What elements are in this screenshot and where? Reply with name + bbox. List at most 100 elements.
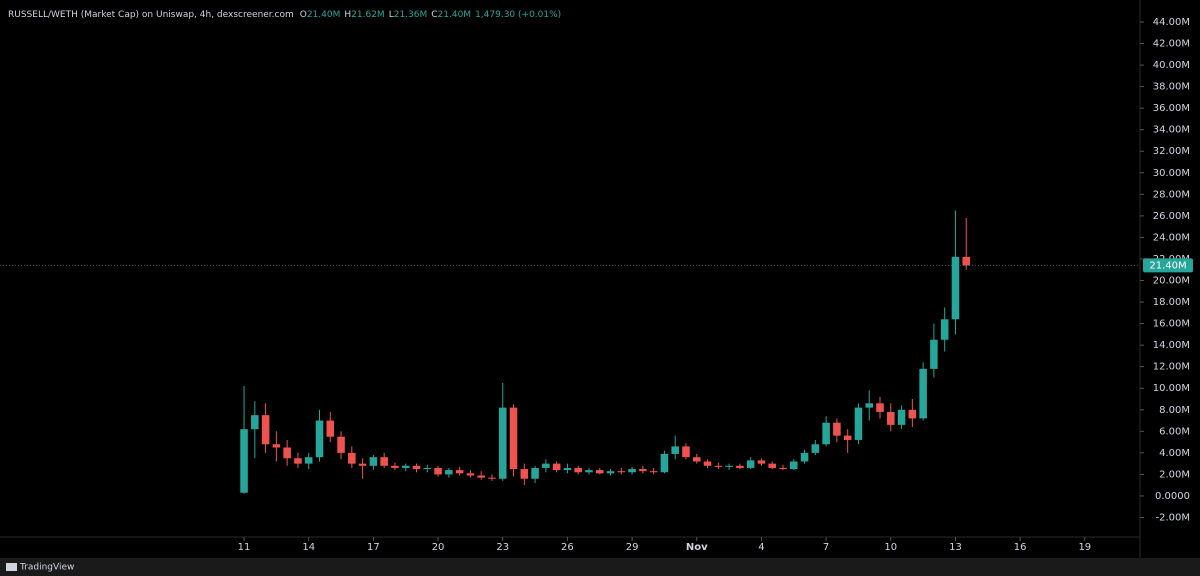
- candle-body: [639, 469, 647, 472]
- candle-body: [434, 467, 442, 475]
- chart-header: RUSSELL/WETH (Market Cap) on Uniswap, 4h…: [8, 10, 561, 20]
- candle-body: [692, 457, 701, 462]
- candle-body: [843, 435, 852, 440]
- ohlc-value: 21.40M: [438, 10, 472, 20]
- candle-body: [498, 407, 507, 479]
- candle-body: [833, 422, 841, 436]
- title: RUSSELL/WETH (Market Cap) on Uniswap, 4h…: [8, 10, 294, 20]
- candle-body: [595, 470, 604, 474]
- y-tick-label: 6.00M: [1159, 426, 1190, 437]
- candle-body: [423, 467, 432, 470]
- x-tick-label: 4: [758, 542, 764, 553]
- x-tick-label: 7: [823, 542, 829, 553]
- candle-body: [757, 460, 766, 464]
- candle-body: [725, 465, 733, 467]
- candle-body: [887, 411, 895, 425]
- y-tick-label: 4.00M: [1159, 448, 1190, 459]
- x-tick-label: 26: [561, 542, 574, 553]
- y-tick-label: 2.00M: [1159, 469, 1190, 480]
- x-tick-label: 14: [302, 542, 315, 553]
- brand-name: TradingView: [19, 563, 74, 573]
- ohlc-value: 21.36M: [394, 10, 428, 20]
- candle-body: [682, 446, 690, 458]
- candle-body: [811, 444, 820, 453]
- candle-body: [358, 463, 367, 466]
- change: 1,479.30 (+0.01%): [475, 10, 561, 20]
- y-tick-label: -2.00M: [1155, 513, 1190, 524]
- candle-body: [261, 415, 270, 445]
- y-tick-label: 36.00M: [1153, 103, 1190, 114]
- ohlc-value: 21.62M: [351, 10, 385, 20]
- candle-body: [348, 452, 356, 464]
- candle-body: [660, 453, 669, 473]
- ohlc-prefix: H: [344, 10, 351, 20]
- candle-body: [617, 471, 626, 473]
- x-tick-label: 23: [496, 542, 509, 553]
- candle-body: [455, 470, 464, 474]
- y-tick-label: 24.00M: [1153, 232, 1190, 243]
- candle-body: [466, 473, 475, 476]
- candle-body: [445, 470, 453, 475]
- y-tick-label: 26.00M: [1153, 211, 1190, 222]
- candle-body: [509, 407, 518, 470]
- candle-body: [746, 460, 755, 468]
- x-tick-label: 20: [432, 542, 445, 553]
- candle-body: [531, 467, 539, 479]
- candle-body: [606, 471, 615, 474]
- y-tick-label: 10.00M: [1153, 383, 1190, 394]
- candle-body: [768, 463, 776, 468]
- candle-body: [822, 422, 830, 445]
- candle-body: [779, 467, 787, 470]
- candle-body: [283, 447, 291, 459]
- candle-body: [714, 465, 723, 467]
- plot: [240, 210, 971, 494]
- candle-body: [940, 319, 949, 340]
- candle-body: [369, 457, 378, 466]
- y-tick-label: 38.00M: [1153, 82, 1190, 93]
- logo: [6, 563, 17, 571]
- y-tick-label: 32.00M: [1153, 146, 1190, 157]
- candle-body: [326, 420, 335, 437]
- candle-body: [251, 415, 259, 430]
- candle-body: [272, 444, 281, 448]
- y-tick-label: 30.00M: [1153, 168, 1190, 179]
- candle-body: [876, 403, 884, 412]
- candle-body: [304, 457, 313, 464]
- x-tick-label: 11: [238, 542, 251, 553]
- candle-body: [951, 256, 960, 320]
- candle-body: [401, 465, 410, 468]
- candle-body: [962, 256, 971, 266]
- candle-body: [542, 463, 550, 468]
- candle-body: [240, 429, 248, 493]
- x-tick-label: 13: [949, 542, 962, 553]
- candle-body: [649, 471, 658, 473]
- candle-body: [897, 409, 906, 425]
- candle-body: [391, 465, 399, 468]
- candle-body: [294, 458, 302, 464]
- candle-body: [337, 436, 345, 453]
- candle-body: [585, 470, 593, 473]
- x-tick-label: 10: [884, 542, 897, 553]
- candle-body: [574, 467, 582, 473]
- y-tick-label: 20.00M: [1153, 276, 1190, 287]
- candle-body: [628, 469, 636, 473]
- ohlc-prefix: L: [389, 10, 394, 20]
- ohlc-prefix: C: [431, 10, 437, 20]
- candle-body: [919, 368, 927, 419]
- y-tick-label: 12.00M: [1153, 362, 1190, 373]
- candle-body: [315, 420, 324, 458]
- candle-body: [520, 469, 529, 479]
- x-tick-label: 16: [1014, 542, 1027, 553]
- y-tick-label: 34.00M: [1153, 125, 1190, 136]
- candle-body: [380, 457, 388, 466]
- y-tick-label: 18.00M: [1153, 297, 1190, 308]
- candle-body: [930, 339, 938, 369]
- last-price-label: 21.40M: [1149, 260, 1186, 271]
- candle-body: [703, 461, 712, 466]
- branding: TradingView: [6, 563, 74, 573]
- candle-body: [854, 407, 863, 440]
- ohlc-value: 21.40M: [307, 10, 341, 20]
- candle-body: [908, 409, 917, 419]
- y-tick-label: 14.00M: [1153, 340, 1190, 351]
